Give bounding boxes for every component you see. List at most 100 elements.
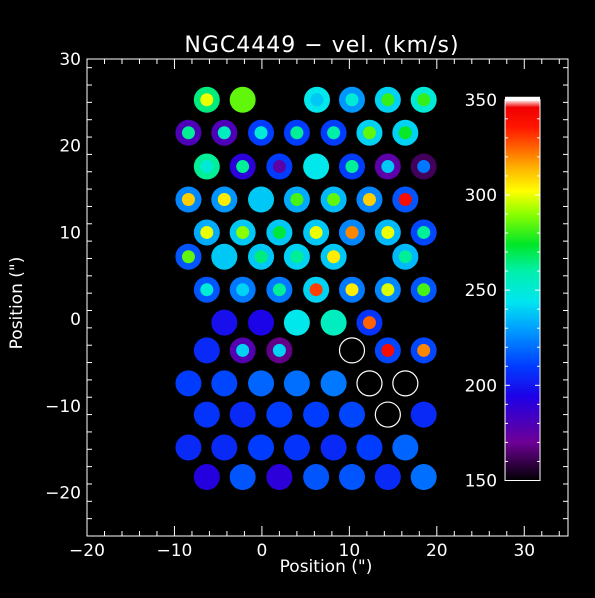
- velocity-point-core: [381, 343, 395, 357]
- velocity-point-core: [217, 126, 231, 140]
- velocity-point-core: [290, 126, 304, 140]
- velocity-point-core: [417, 343, 431, 357]
- velocity-point: [193, 337, 220, 364]
- velocity-point-empty: [392, 370, 419, 397]
- velocity-point-core: [290, 192, 304, 206]
- velocity-point: [283, 434, 310, 461]
- plot-frame: [86, 58, 569, 537]
- velocity-point: [283, 309, 310, 336]
- velocity-points: [175, 86, 437, 491]
- velocity-point-core: [217, 192, 231, 206]
- x-tick-label: 0: [256, 541, 267, 561]
- y-tick-label: 0: [70, 310, 81, 330]
- velocity-point-core: [200, 283, 214, 297]
- velocity-point-core: [272, 160, 286, 174]
- colorbar-tick-label: 250: [465, 281, 497, 301]
- x-tick-label: 30: [513, 541, 535, 561]
- velocity-point-core: [381, 160, 395, 174]
- x-tick-label: 20: [426, 541, 448, 561]
- velocity-point-core: [309, 225, 323, 239]
- velocity-point: [320, 309, 347, 336]
- x-tick-label: −10: [157, 541, 193, 561]
- y-axis-label: Position ("): [7, 257, 27, 350]
- y-tick-label: 10: [59, 223, 81, 243]
- velocity-point: [248, 370, 275, 397]
- velocity-point: [410, 464, 437, 491]
- velocity-point-core: [272, 225, 286, 239]
- colorbar-tick-label: 150: [465, 471, 497, 491]
- velocity-point-core: [181, 250, 195, 264]
- velocity-point: [211, 434, 238, 461]
- velocity-point: [356, 434, 383, 461]
- velocity-point-core: [290, 250, 304, 264]
- velocity-point: [211, 370, 238, 397]
- velocity-point: [193, 464, 220, 491]
- velocity-point: [248, 434, 275, 461]
- colorbar-gradient: [504, 99, 541, 481]
- colorbar-tick-label: 300: [465, 186, 497, 206]
- velocity-point-core: [362, 192, 376, 206]
- velocity-point-core: [417, 160, 431, 174]
- colorbar-top-cap: [505, 96, 541, 101]
- velocity-point-core: [417, 225, 431, 239]
- velocity-point: [410, 401, 437, 428]
- velocity-point-core: [362, 126, 376, 140]
- velocity-point-empty: [374, 401, 401, 428]
- velocity-point: [320, 434, 347, 461]
- velocity-point: [320, 370, 347, 397]
- x-tick-label: −20: [69, 541, 105, 561]
- velocity-point: [229, 464, 256, 491]
- velocity-point: [266, 401, 293, 428]
- velocity-point-core: [272, 343, 286, 357]
- velocity-point-core: [345, 283, 359, 297]
- velocity-point-core: [200, 93, 214, 107]
- velocity-point: [338, 464, 365, 491]
- velocity-point-core: [381, 93, 395, 107]
- y-tick-label: −20: [45, 484, 81, 504]
- colorbar-tick-label: 350: [465, 91, 497, 111]
- velocity-point: [303, 401, 330, 428]
- velocity-point: [211, 309, 238, 336]
- velocity-point-core: [417, 93, 431, 107]
- y-tick-label: −10: [45, 397, 81, 417]
- velocity-point-core: [309, 283, 323, 297]
- velocity-point: [229, 401, 256, 428]
- chart-title: NGC4449 − vel. (km/s): [184, 33, 459, 58]
- velocity-point-core: [200, 160, 214, 174]
- y-tick-label: 30: [59, 50, 81, 70]
- x-axis-label: Position ("): [280, 557, 373, 577]
- velocity-point-core: [417, 283, 431, 297]
- velocity-point: [229, 86, 256, 113]
- velocity-point-empty: [338, 337, 366, 364]
- velocity-point: [338, 401, 365, 428]
- velocity-point-core: [236, 225, 250, 239]
- velocity-point-core: [345, 225, 359, 239]
- velocity-point-core: [381, 283, 395, 297]
- velocity-point: [193, 401, 220, 428]
- x-tick-label: 10: [339, 541, 361, 561]
- velocity-point-core: [181, 126, 195, 140]
- velocity-point-core: [327, 192, 341, 206]
- velocity-point: [211, 243, 238, 270]
- velocity-point-core: [310, 93, 324, 107]
- colorbar: 150 200 250 300 350: [465, 91, 541, 491]
- velocity-point-core: [254, 250, 268, 264]
- velocity-point-core: [362, 316, 376, 330]
- velocity-point-core: [236, 343, 250, 357]
- velocity-point-core: [398, 192, 412, 206]
- velocity-point-empty: [356, 370, 383, 397]
- velocity-point: [248, 309, 275, 336]
- velocity-point-core: [381, 225, 395, 239]
- velocity-point-core: [254, 126, 268, 140]
- velocity-point-core: [327, 126, 341, 140]
- velocity-point: [374, 464, 401, 491]
- velocity-point-core: [236, 283, 250, 297]
- velocity-point: [175, 370, 202, 397]
- velocity-point-core: [398, 126, 412, 140]
- velocity-point-core: [236, 160, 250, 174]
- velocity-point-core: [181, 192, 195, 206]
- velocity-point-core: [200, 225, 214, 239]
- velocity-point-core: [272, 283, 286, 297]
- velocity-point: [266, 464, 293, 491]
